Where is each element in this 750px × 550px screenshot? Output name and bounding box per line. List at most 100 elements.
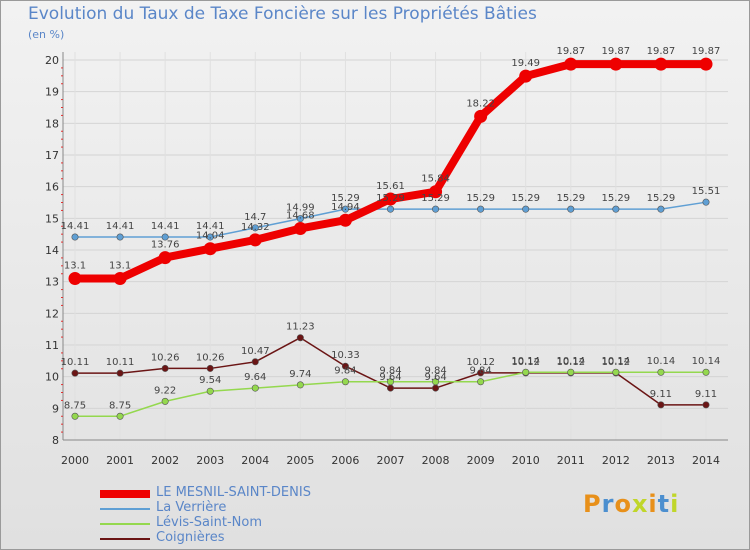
- data-label-levis-saint-nom-2006: 9.84: [334, 366, 356, 377]
- data-label-la-verriere-2013: 15.29: [647, 193, 676, 204]
- legend-swatch-coignieres: [100, 538, 150, 540]
- data-label-coignieres-2003: 10.26: [196, 352, 225, 363]
- y-tick-label-19: 19: [45, 86, 59, 99]
- y-tick-label-11: 11: [45, 339, 59, 352]
- data-point-levis-saint-nom-2005: [296, 381, 304, 389]
- data-point-la-verriere-2004: [251, 224, 259, 232]
- legend-label-mesnil: LE MESNIL-SAINT-DENIS: [156, 485, 311, 500]
- data-point-la-verriere-2003: [206, 233, 214, 241]
- x-tick-label-2012: 2012: [602, 454, 630, 467]
- data-label-la-verriere-2012: 15.29: [602, 193, 631, 204]
- legend-swatch-la-verriere: [100, 508, 150, 510]
- data-label-le-mesnil-saint-denis-2003: 14.04: [196, 231, 225, 242]
- data-point-le-mesnil-saint-denis-2008: [429, 185, 443, 199]
- data-point-levis-saint-nom-2000: [71, 412, 79, 420]
- data-label-levis-saint-nom-2005: 9.74: [289, 369, 311, 380]
- y-tick-label-17: 17: [45, 149, 59, 162]
- data-point-coignieres-2001: [116, 369, 124, 377]
- data-label-coignieres-2009: 10.12: [466, 357, 495, 368]
- data-label-le-mesnil-saint-denis-2012: 19.87: [602, 46, 631, 57]
- data-point-le-mesnil-saint-denis-2013: [654, 57, 668, 71]
- data-label-levis-saint-nom-2010: 10.14: [511, 356, 540, 367]
- legend-swatch-levis: [100, 523, 150, 525]
- data-point-coignieres-2002: [161, 364, 169, 372]
- x-tick-label-2002: 2002: [151, 454, 179, 467]
- data-label-le-mesnil-saint-denis-2004: 14.32: [241, 222, 270, 233]
- data-point-la-verriere-2014: [702, 198, 710, 206]
- data-point-levis-saint-nom-2006: [341, 378, 349, 386]
- data-label-la-verriere-2000: 14.41: [61, 221, 90, 232]
- data-point-coignieres-2007: [386, 384, 394, 392]
- data-label-le-mesnil-saint-denis-2013: 19.87: [647, 46, 676, 57]
- data-label-la-verriere-2007: 15.29: [376, 193, 405, 204]
- data-point-levis-saint-nom-2009: [477, 378, 485, 386]
- data-point-coignieres-2013: [657, 401, 665, 409]
- data-label-coignieres-2006: 10.33: [331, 350, 360, 361]
- data-label-le-mesnil-saint-denis-2002: 13.76: [151, 240, 180, 251]
- data-label-la-verriere-2009: 15.29: [466, 193, 495, 204]
- data-point-levis-saint-nom-2013: [657, 368, 665, 376]
- x-tick-label-2011: 2011: [557, 454, 585, 467]
- data-point-la-verriere-2006: [341, 205, 349, 213]
- x-tick-label-2007: 2007: [377, 454, 405, 467]
- logo-letter: i: [648, 490, 658, 518]
- data-point-coignieres-2009: [477, 369, 485, 377]
- data-point-coignieres-2003: [206, 364, 214, 372]
- x-tick-label-2005: 2005: [286, 454, 314, 467]
- data-label-coignieres-2005: 11.23: [286, 322, 315, 333]
- x-tick-label-2009: 2009: [467, 454, 495, 467]
- data-label-la-verriere-2008: 15.29: [421, 193, 450, 204]
- data-label-levis-saint-nom-2001: 8.75: [109, 400, 131, 411]
- data-label-coignieres-2002: 10.26: [151, 352, 180, 363]
- data-label-le-mesnil-saint-denis-2001: 13.1: [109, 261, 131, 272]
- x-tick-label-2004: 2004: [241, 454, 269, 467]
- data-label-le-mesnil-saint-denis-2000: 13.1: [64, 261, 86, 272]
- y-tick-label-9: 9: [52, 402, 59, 415]
- data-point-la-verriere-2012: [612, 205, 620, 213]
- data-point-levis-saint-nom-2003: [206, 387, 214, 395]
- data-point-la-verriere-2011: [567, 205, 575, 213]
- data-point-le-mesnil-saint-denis-2010: [519, 69, 533, 83]
- legend-label-levis: Lévis-Saint-Nom: [156, 515, 262, 530]
- data-point-levis-saint-nom-2004: [251, 384, 259, 392]
- data-label-le-mesnil-saint-denis-2005: 14.68: [286, 210, 315, 221]
- data-point-le-mesnil-saint-denis-2000: [68, 272, 82, 285]
- logo-letter: r: [601, 490, 615, 518]
- data-label-coignieres-2014: 9.11: [695, 389, 717, 400]
- data-label-levis-saint-nom-2009: 9.84: [470, 366, 492, 377]
- y-tick-label-13: 13: [45, 276, 59, 289]
- data-point-levis-saint-nom-2012: [612, 368, 620, 376]
- data-point-levis-saint-nom-2008: [432, 378, 440, 386]
- proxiti-logo: Proxiti: [583, 490, 679, 518]
- data-label-le-mesnil-saint-denis-2014: 19.87: [692, 46, 721, 57]
- y-tick-label-10: 10: [45, 371, 59, 384]
- data-label-le-mesnil-saint-denis-2008: 15.84: [421, 174, 450, 185]
- data-label-coignieres-2001: 10.11: [106, 357, 135, 368]
- data-point-la-verriere-2001: [116, 233, 124, 241]
- y-tick-label-14: 14: [45, 244, 59, 257]
- data-point-la-verriere-2000: [71, 233, 79, 241]
- x-tick-label-2006: 2006: [331, 454, 359, 467]
- data-label-levis-saint-nom-2011: 10.14: [556, 356, 585, 367]
- data-label-le-mesnil-saint-denis-2011: 19.87: [556, 46, 585, 57]
- data-point-coignieres-2006: [341, 362, 349, 370]
- data-label-coignieres-2011: 10.12: [556, 357, 585, 368]
- data-label-la-verriere-2014: 15.51: [692, 186, 721, 197]
- x-tick-label-2010: 2010: [512, 454, 540, 467]
- logo-letter: i: [670, 490, 680, 518]
- data-label-levis-saint-nom-2002: 9.22: [154, 385, 176, 396]
- data-point-la-verriere-2007: [386, 205, 394, 213]
- chart-title: Evolution du Taux de Taxe Foncière sur l…: [28, 4, 537, 24]
- logo-letter: P: [583, 490, 602, 518]
- data-label-la-verriere-2004: 14.7: [244, 212, 266, 223]
- data-point-la-verriere-2010: [522, 205, 530, 213]
- data-point-le-mesnil-saint-denis-2012: [609, 57, 623, 71]
- legend-swatch-mesnil: [100, 490, 150, 498]
- data-label-levis-saint-nom-2004: 9.64: [244, 372, 266, 383]
- data-point-levis-saint-nom-2014: [702, 368, 710, 376]
- logo-letter: t: [657, 490, 671, 518]
- data-point-levis-saint-nom-2001: [116, 412, 124, 420]
- data-point-levis-saint-nom-2010: [522, 368, 530, 376]
- data-point-le-mesnil-saint-denis-2011: [564, 57, 578, 71]
- data-label-levis-saint-nom-2000: 8.75: [64, 400, 86, 411]
